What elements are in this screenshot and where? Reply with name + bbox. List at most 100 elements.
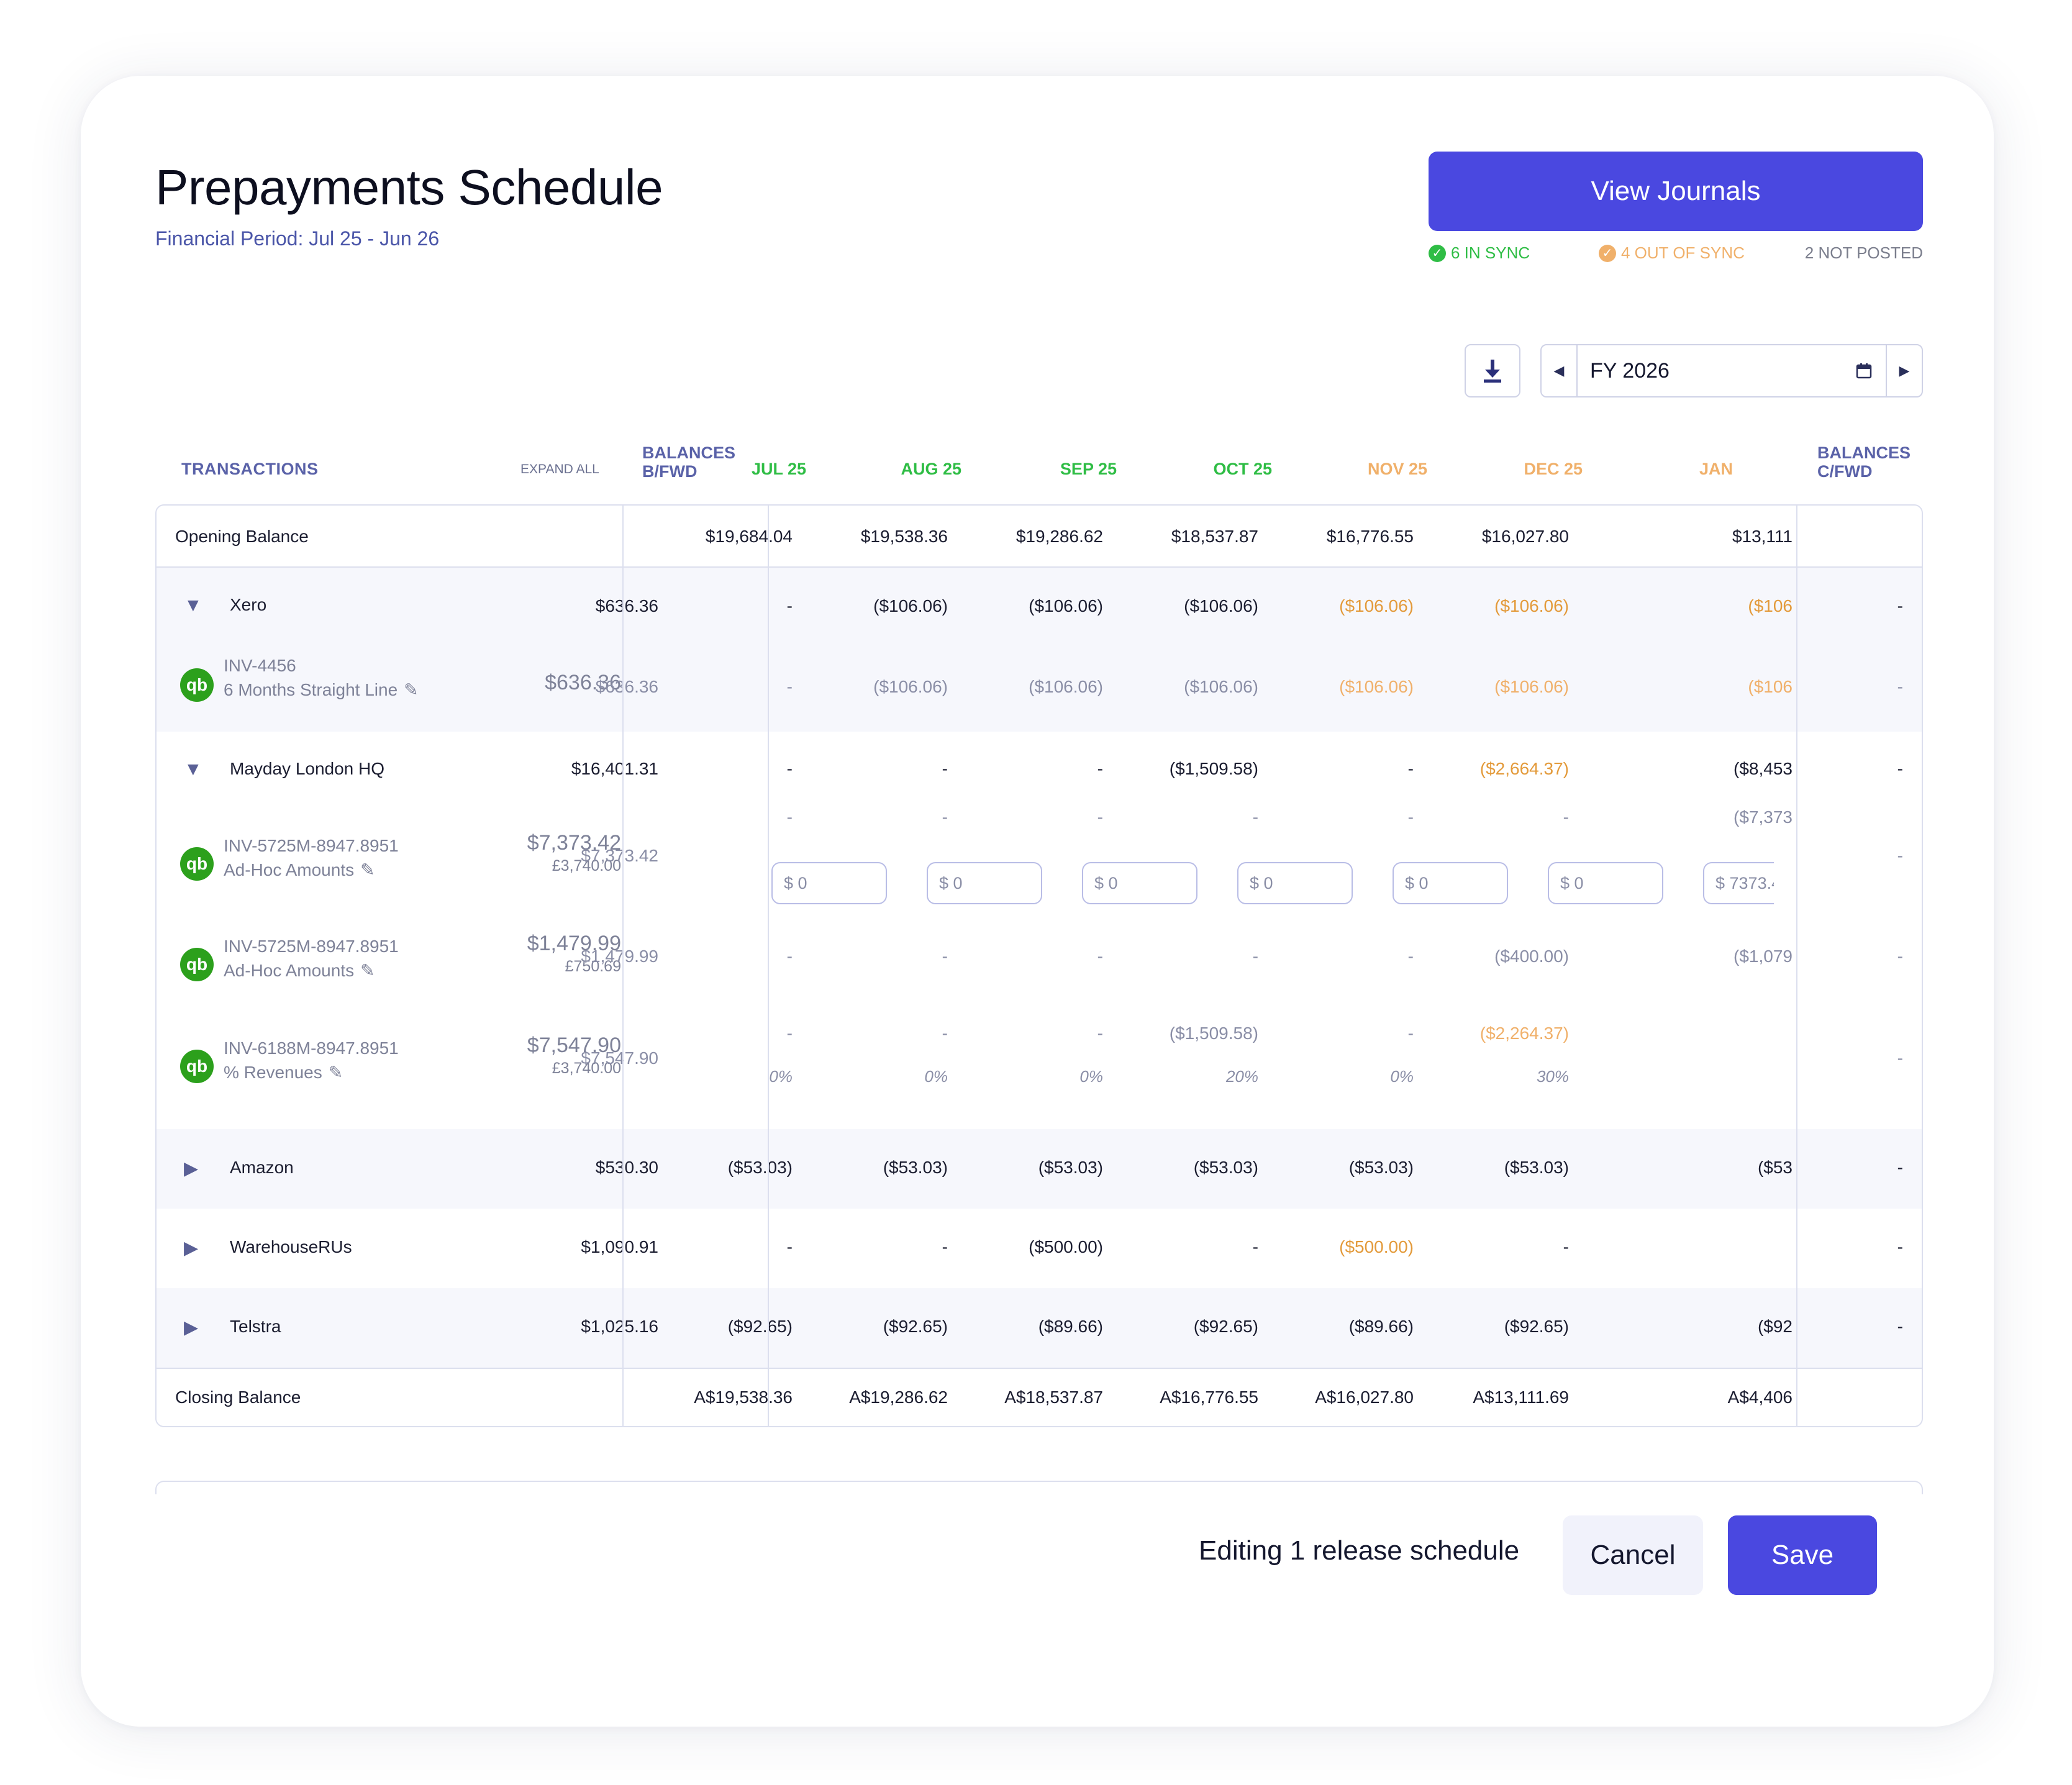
month-percent: 0% xyxy=(924,1067,948,1086)
quickbooks-icon: qb xyxy=(180,948,214,981)
group-bfwd: $1,025.16 xyxy=(581,1317,658,1336)
save-button[interactable]: Save xyxy=(1728,1515,1877,1595)
group-name: Amazon xyxy=(230,1158,294,1177)
header-transactions: TRANSACTIONS xyxy=(181,460,319,478)
month-value: ($106.06) xyxy=(873,677,948,696)
month-value: - xyxy=(1252,807,1258,827)
pencil-icon[interactable]: ✎ xyxy=(328,1063,343,1082)
month-value: ($53 xyxy=(1757,1158,1793,1177)
group-row-amazon[interactable]: ▶ Amazon $530.30 ($53.03) ($53.03) ($53.03… xyxy=(157,1129,1922,1209)
download-icon xyxy=(1484,360,1501,383)
release-amount-input[interactable] xyxy=(771,862,887,904)
month-value: - xyxy=(1097,807,1103,827)
invoice-bfwd: $1,479.99 xyxy=(581,947,658,966)
chevron-down-icon[interactable]: ▼ xyxy=(184,595,202,615)
release-amount-input[interactable] xyxy=(1082,862,1197,904)
invoice-amount: $7,373.42 xyxy=(527,831,621,855)
column-divider xyxy=(622,506,624,1426)
schedule-table: Opening Balance $19,684.04 $19,538.36 $19,… xyxy=(155,504,1923,1427)
invoice-bfwd: $636.36 xyxy=(595,677,658,696)
month-value: $19,538.36 xyxy=(860,527,948,546)
pencil-icon[interactable]: ✎ xyxy=(360,961,375,980)
header-month: JUL 25 xyxy=(751,460,806,478)
pencil-icon[interactable]: ✎ xyxy=(360,860,375,879)
month-value: - xyxy=(942,1237,948,1256)
group-row-xero[interactable]: ▼ Xero $636.36 - ($106.06) ($106.06) ($106.… xyxy=(157,568,1922,732)
opening-balance-label: Opening Balance xyxy=(175,527,309,546)
quickbooks-icon: qb xyxy=(180,1050,214,1083)
month-value: - xyxy=(942,759,948,778)
invoice-id[interactable]: INV-6188M-8947.8951 xyxy=(224,1038,399,1058)
financial-period-label: Financial Period: xyxy=(155,227,309,250)
month-value: ($106.06) xyxy=(1029,596,1103,615)
chevron-right-icon[interactable]: ▶ xyxy=(184,1158,199,1179)
expand-all-link[interactable]: EXPAND ALL xyxy=(520,462,599,476)
release-amount-input[interactable] xyxy=(1393,862,1508,904)
month-value: ($1,509.58) xyxy=(1169,1024,1258,1043)
caret-right-icon: ▶ xyxy=(1899,363,1910,378)
month-value: $18,537.87 xyxy=(1171,527,1258,546)
month-value: - xyxy=(786,807,793,827)
month-value: ($500.00) xyxy=(1029,1237,1103,1256)
prev-year-button[interactable]: ◀ xyxy=(1542,345,1578,396)
table-header: TRANSACTIONS EXPAND ALL BALANCES B/FWD J… xyxy=(155,429,1923,503)
invoice-id[interactable]: INV-4456 xyxy=(224,656,296,675)
month-value: ($53.03) xyxy=(883,1158,948,1177)
group-bfwd: $636.36 xyxy=(595,596,658,615)
release-amount-input[interactable] xyxy=(927,862,1042,904)
header-balances-bfwd: BALANCES B/FWD xyxy=(642,443,735,481)
financial-period-value: Jul 25 - Jun 26 xyxy=(309,227,440,250)
month-value: ($106.06) xyxy=(1494,596,1569,615)
month-value: ($106.06) xyxy=(1339,677,1414,696)
month-percent: 0% xyxy=(769,1067,793,1086)
month-value: ($92 xyxy=(1757,1317,1793,1336)
month-value: - xyxy=(1563,1237,1569,1256)
year-field[interactable]: FY 2026 xyxy=(1578,345,1886,396)
month-value: - xyxy=(942,1024,948,1043)
month-value: ($92.65) xyxy=(1504,1317,1569,1336)
group-row-warehouserus[interactable]: ▶ WarehouseRUs $1,090.91 - - ($500.00) - ($5… xyxy=(157,1209,1922,1288)
download-button[interactable] xyxy=(1465,344,1520,397)
invoice-foreign-amount: £3,740.00 xyxy=(552,1060,621,1077)
chevron-right-icon[interactable]: ▶ xyxy=(184,1317,199,1338)
month-value: - xyxy=(942,947,948,966)
invoice-cfwd: - xyxy=(1897,947,1903,966)
group-row-mayday[interactable]: ▼ Mayday London HQ $16,401.31 - - - ($1,509… xyxy=(157,732,1922,1129)
group-bfwd: $1,090.91 xyxy=(581,1237,658,1256)
out-of-sync-label: 4 OUT OF SYNC xyxy=(1621,243,1745,262)
group-row-telstra[interactable]: ▶ Telstra $1,025.16 ($92.65) ($92.65) ($89… xyxy=(157,1288,1922,1369)
cancel-button[interactable]: Cancel xyxy=(1563,1515,1703,1595)
chevron-right-icon[interactable]: ▶ xyxy=(184,1238,199,1258)
release-amount-input[interactable] xyxy=(1703,862,1774,904)
month-value: ($53.03) xyxy=(1348,1158,1414,1177)
not-posted-status: 2 NOT POSTED xyxy=(1805,243,1923,263)
month-value: ($7,373 xyxy=(1733,807,1793,827)
pencil-icon[interactable]: ✎ xyxy=(404,680,419,699)
month-value: - xyxy=(786,1237,793,1256)
invoice-id[interactable]: INV-5725M-8947.8951 xyxy=(224,836,399,855)
page-title: Prepayments Schedule xyxy=(155,160,663,215)
month-value: - xyxy=(1407,759,1414,778)
view-journals-button[interactable]: View Journals xyxy=(1429,152,1923,231)
month-value: ($106.06) xyxy=(1184,677,1258,696)
month-value: ($500.00) xyxy=(1339,1237,1414,1256)
month-value: A$4,406 xyxy=(1727,1388,1793,1407)
release-amount-input[interactable] xyxy=(1548,862,1663,904)
header-bfwd-line1: BALANCES xyxy=(642,443,736,462)
month-value: ($8,453 xyxy=(1733,759,1793,778)
release-amount-input[interactable] xyxy=(1237,862,1353,904)
next-year-button[interactable]: ▶ xyxy=(1886,345,1922,396)
invoice-amount: $636.36 xyxy=(545,671,621,694)
month-value: ($106.06) xyxy=(1494,677,1569,696)
invoice-bfwd: $7,547.90 xyxy=(581,1048,658,1068)
month-value: - xyxy=(1097,759,1103,778)
header-balances-cfwd: BALANCES C/FWD xyxy=(1817,443,1911,481)
month-value: ($53.03) xyxy=(1193,1158,1258,1177)
column-divider xyxy=(768,506,769,1426)
editing-status: Editing 1 release schedule xyxy=(1199,1535,1520,1566)
group-cfwd: - xyxy=(1897,596,1903,615)
invoice-id[interactable]: INV-5725M-8947.8951 xyxy=(224,937,399,956)
chevron-down-icon[interactable]: ▼ xyxy=(184,759,202,779)
month-value: A$19,286.62 xyxy=(849,1388,948,1407)
group-name: WarehouseRUs xyxy=(230,1237,352,1256)
